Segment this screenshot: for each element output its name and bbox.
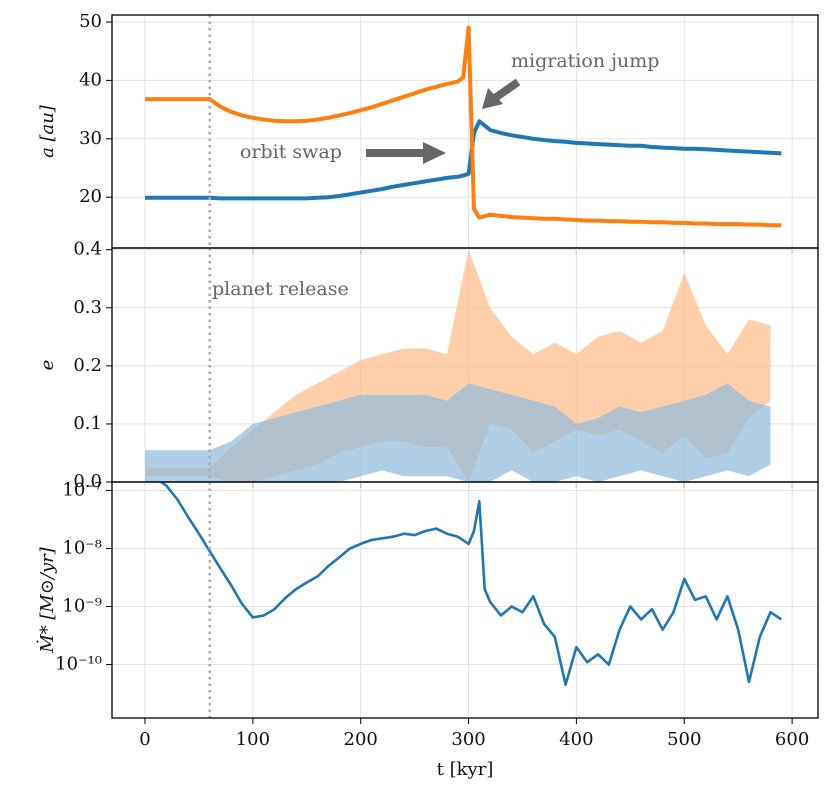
y-tick-label: 40: [79, 69, 102, 90]
x-tick-label: 600: [775, 729, 809, 750]
y-axis-label: e: [37, 360, 58, 371]
arrow: [482, 78, 521, 109]
x-tick-label: 400: [559, 729, 593, 750]
x-tick-label: 100: [236, 729, 270, 750]
arrow: [366, 142, 446, 164]
panel: 0 100 200 300 400 500 600 10⁻¹⁰ 10⁻⁹ 10⁻⁸ 10⁻⁷ Ṁ* […: [35, 479, 819, 780]
y-tick-label: 0.4: [73, 239, 102, 260]
y-tick-label: 10⁻⁷: [62, 479, 102, 500]
y-tick-label: 10⁻⁹: [62, 596, 102, 617]
panel: 20 30 40 50 a [au]: [37, 11, 819, 254]
annotation: planet release: [212, 278, 349, 300]
plot-area: [160, 482, 783, 686]
y-tick-label: 0.2: [73, 355, 102, 376]
annotation: orbit swap: [240, 141, 342, 163]
x-axis-label: t [kyr]: [437, 759, 494, 780]
y-axis-label: Ṁ* [M⊙/yr]: [35, 546, 58, 654]
plot-area: [145, 249, 771, 482]
y-tick-label: 30: [79, 128, 102, 149]
y-tick-label: 10⁻¹⁰: [55, 654, 102, 675]
x-tick-label: 0: [139, 729, 150, 750]
line: [160, 482, 783, 686]
y-tick-label: 50: [79, 11, 102, 32]
annotation: migration jump: [511, 50, 659, 72]
x-tick-label: 500: [667, 729, 701, 750]
x-tick-label: 300: [451, 729, 485, 750]
line: [145, 119, 782, 201]
y-tick-label: 20: [79, 186, 102, 207]
plot-area: [145, 25, 782, 228]
y-tick-label: 0.3: [73, 297, 102, 318]
area: [145, 383, 771, 482]
axes-frame: [111, 481, 819, 719]
y-tick-label: 0.0: [73, 471, 102, 492]
y-axis-label: a [au]: [37, 104, 58, 158]
y-tick-label: 0.1: [73, 413, 102, 434]
panel: 0.0 0.1 0.2 0.3 0.4 e: [37, 239, 819, 492]
y-tick-label: 10⁻⁸: [62, 538, 102, 559]
x-tick-label: 200: [344, 729, 378, 750]
line: [145, 25, 782, 228]
